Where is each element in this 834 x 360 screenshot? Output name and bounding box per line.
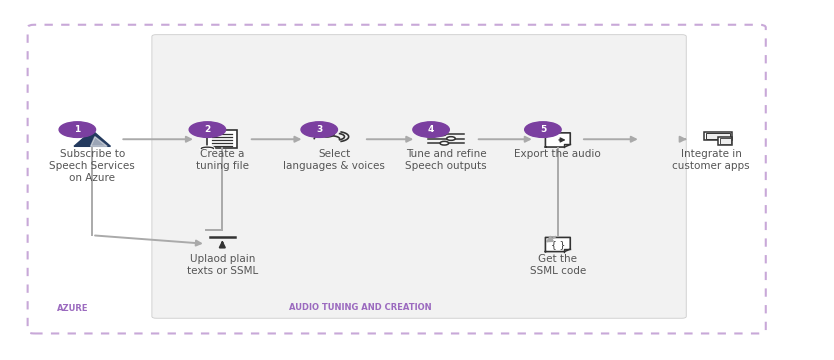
Text: Integrate in
customer apps: Integrate in customer apps xyxy=(672,149,750,171)
Text: 3: 3 xyxy=(316,125,323,134)
Text: Create a
tuning file: Create a tuning file xyxy=(196,149,249,171)
Circle shape xyxy=(59,122,96,138)
Circle shape xyxy=(525,122,561,138)
Text: { }: { } xyxy=(550,240,565,249)
Polygon shape xyxy=(91,137,107,146)
Text: Get the
SSML code: Get the SSML code xyxy=(530,254,586,276)
Text: AUDIO TUNING AND CREATION: AUDIO TUNING AND CREATION xyxy=(289,303,431,312)
Circle shape xyxy=(438,132,446,136)
FancyBboxPatch shape xyxy=(706,133,730,139)
Text: Subscribe to
Speech Services
on Azure: Subscribe to Speech Services on Azure xyxy=(49,149,135,183)
Circle shape xyxy=(301,122,338,138)
Circle shape xyxy=(413,122,450,138)
FancyBboxPatch shape xyxy=(718,137,732,145)
Polygon shape xyxy=(545,133,570,147)
Text: AZURE: AZURE xyxy=(57,304,88,313)
Text: 1: 1 xyxy=(74,125,80,134)
Text: Select
languages & voices: Select languages & voices xyxy=(284,149,385,171)
Text: 4: 4 xyxy=(428,125,435,134)
Circle shape xyxy=(447,137,455,140)
FancyBboxPatch shape xyxy=(208,130,237,148)
FancyBboxPatch shape xyxy=(152,35,686,318)
FancyBboxPatch shape xyxy=(704,132,732,140)
Circle shape xyxy=(189,122,226,138)
Circle shape xyxy=(440,141,449,145)
Text: Uplaod plain
texts or SSML: Uplaod plain texts or SSML xyxy=(187,254,258,276)
Text: Export the audio: Export the audio xyxy=(515,149,601,159)
Text: Tune and refine
Speech outputs: Tune and refine Speech outputs xyxy=(405,149,487,171)
Polygon shape xyxy=(545,238,570,252)
Text: 2: 2 xyxy=(204,125,210,134)
FancyBboxPatch shape xyxy=(720,138,731,144)
Polygon shape xyxy=(74,130,110,146)
Text: 5: 5 xyxy=(540,125,546,134)
